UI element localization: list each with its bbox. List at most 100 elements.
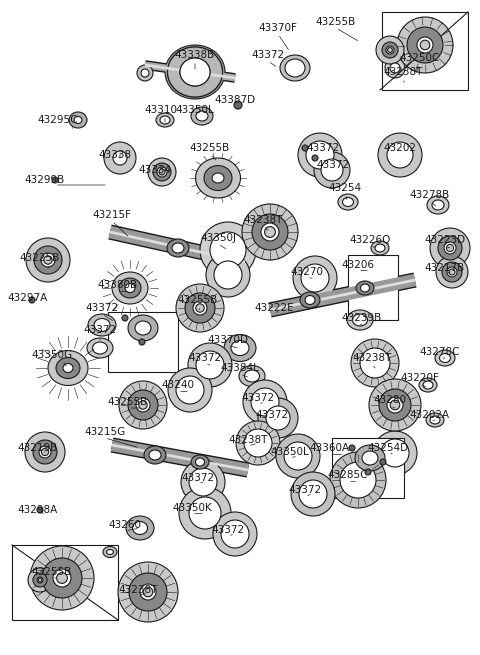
Ellipse shape [432,200,444,210]
Circle shape [378,133,422,177]
Ellipse shape [347,310,373,330]
Ellipse shape [204,166,232,191]
Ellipse shape [427,196,449,214]
Circle shape [139,339,145,345]
Text: 43270: 43270 [290,267,324,277]
Circle shape [128,390,158,420]
Circle shape [148,158,176,186]
Ellipse shape [231,341,249,356]
Ellipse shape [375,244,385,252]
Circle shape [340,462,376,498]
Ellipse shape [285,59,305,77]
Text: 43310: 43310 [144,105,178,115]
Circle shape [380,459,386,465]
Ellipse shape [280,55,310,81]
Ellipse shape [212,173,224,183]
Text: 43380B: 43380B [98,280,138,290]
Circle shape [369,379,421,431]
Text: 43239B: 43239B [342,313,382,323]
Circle shape [122,315,128,321]
Circle shape [261,223,279,241]
Circle shape [200,222,256,278]
Circle shape [189,497,221,529]
Text: 43260: 43260 [108,520,142,530]
Text: 43372: 43372 [211,525,245,535]
Circle shape [360,348,390,378]
Circle shape [33,573,47,587]
Ellipse shape [93,342,108,354]
Ellipse shape [167,239,189,257]
Text: 43350G: 43350G [31,350,72,360]
Text: 43299B: 43299B [25,175,65,185]
Circle shape [41,253,55,267]
Circle shape [188,343,232,387]
Circle shape [140,584,156,600]
Text: 43338B: 43338B [175,50,215,60]
Circle shape [39,446,51,458]
Circle shape [291,472,335,516]
Text: 43285C: 43285C [328,470,368,480]
Ellipse shape [305,295,315,305]
Circle shape [258,398,298,438]
Bar [332,438,404,498]
Circle shape [417,37,433,53]
Ellipse shape [362,451,378,465]
Ellipse shape [160,116,170,124]
Circle shape [446,244,454,252]
Polygon shape [12,545,118,620]
Ellipse shape [36,250,60,270]
Text: 43223D: 43223D [424,235,466,245]
Circle shape [351,339,399,387]
Circle shape [193,301,207,315]
Circle shape [196,304,204,312]
Text: 43225B: 43225B [20,253,60,263]
Ellipse shape [128,315,158,341]
Text: 43255B: 43255B [32,567,72,577]
Text: 43219B: 43219B [18,443,58,453]
Circle shape [388,48,392,52]
Circle shape [33,440,57,464]
Ellipse shape [419,378,437,392]
Text: 43238T: 43238T [118,585,158,595]
Text: 43360A: 43360A [310,443,350,453]
Ellipse shape [426,413,444,427]
Ellipse shape [112,272,148,304]
Circle shape [306,141,334,169]
Ellipse shape [69,112,87,128]
Circle shape [349,445,355,451]
Text: 43298A: 43298A [18,505,58,515]
Circle shape [176,376,204,404]
Ellipse shape [132,521,147,534]
Circle shape [185,293,215,323]
Text: 43295C: 43295C [38,115,78,125]
Circle shape [37,577,43,583]
Circle shape [234,101,242,109]
Circle shape [244,429,272,457]
Circle shape [129,573,167,611]
Ellipse shape [352,314,368,326]
Ellipse shape [244,370,260,382]
Text: 43254: 43254 [328,183,361,193]
Ellipse shape [88,314,116,336]
Circle shape [302,145,308,151]
Polygon shape [382,12,468,90]
Text: 43278B: 43278B [410,190,450,200]
Circle shape [236,421,280,465]
Circle shape [298,133,342,177]
Text: 43372: 43372 [288,485,322,495]
Circle shape [436,256,468,288]
Circle shape [365,469,371,475]
Circle shape [118,562,178,622]
Circle shape [213,512,257,556]
Circle shape [330,452,386,508]
Text: 43384L: 43384L [221,363,259,373]
Circle shape [379,389,411,421]
Text: 43254D: 43254D [367,443,408,453]
Circle shape [430,228,470,268]
Text: 43238T: 43238T [243,215,283,225]
Ellipse shape [156,113,174,127]
Circle shape [276,434,320,478]
Text: 43202A: 43202A [410,410,450,420]
Circle shape [381,439,409,467]
Circle shape [444,242,456,254]
